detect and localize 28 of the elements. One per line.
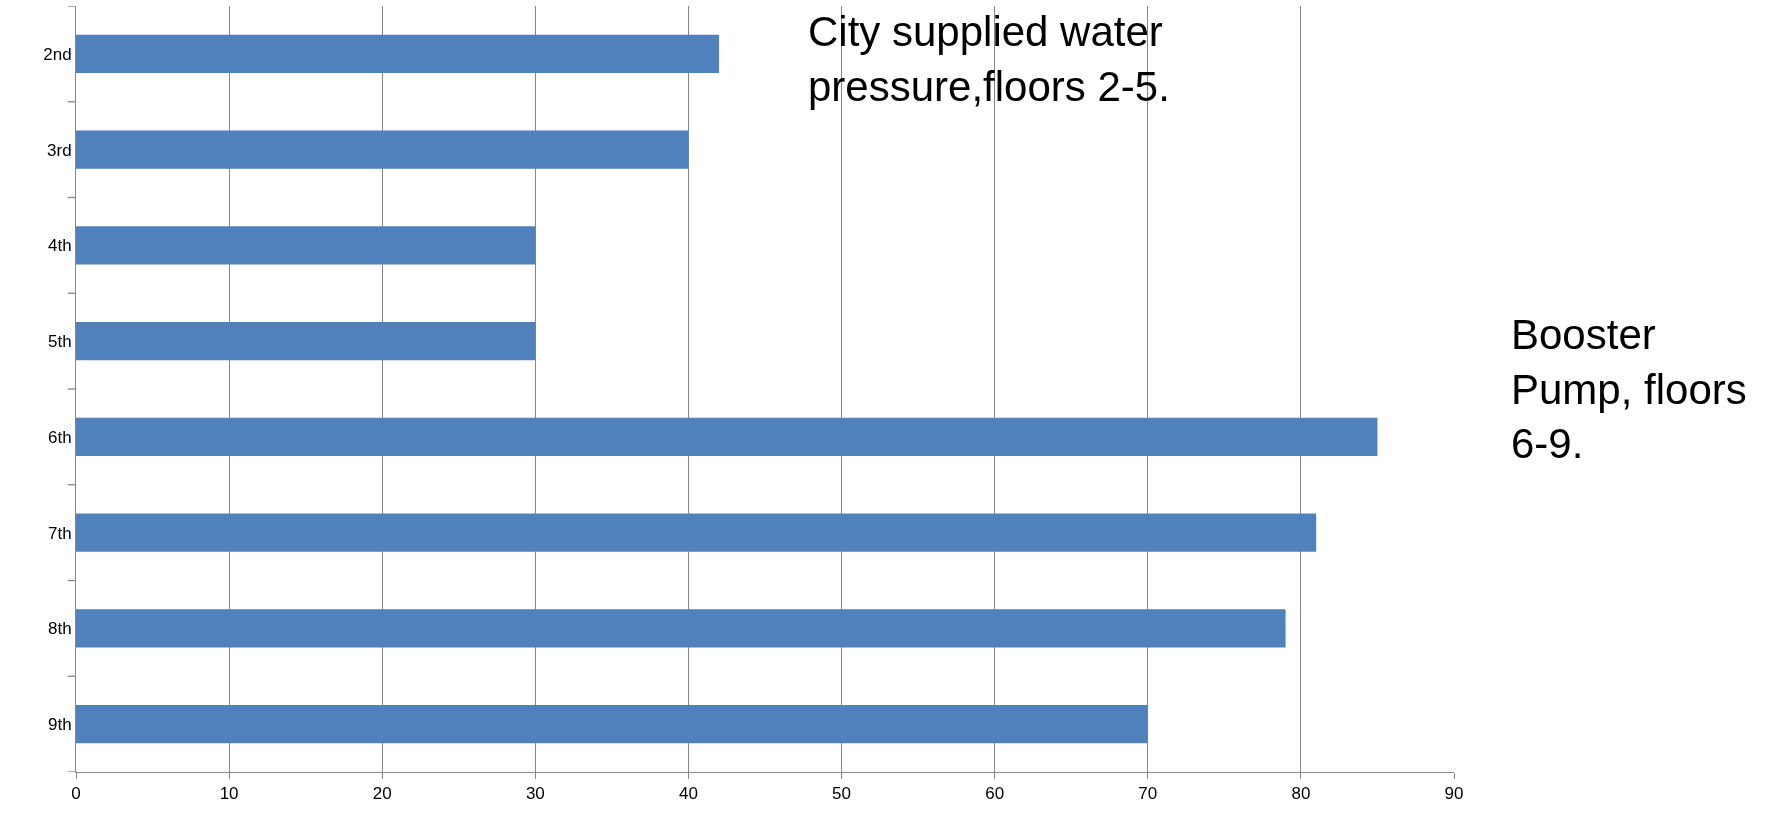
- y-tick-label: 3rd: [47, 140, 72, 160]
- bar: [76, 130, 689, 169]
- y-tick-label: 4th: [47, 236, 72, 256]
- y-tick-label: 9th: [47, 715, 72, 735]
- text: Booster Pump, floors 6-9.: [1511, 311, 1747, 468]
- y-tick-label: 7th: [47, 523, 72, 543]
- x-tick-label: 80: [1291, 784, 1311, 804]
- y-tick-label: 6th: [47, 427, 72, 447]
- bar: [76, 321, 536, 361]
- x-tick-label: 10: [219, 784, 239, 804]
- y-tick-label: 2nd: [43, 44, 72, 64]
- bar: [76, 609, 1286, 648]
- x-tick-label: 30: [525, 784, 545, 804]
- bar: [76, 513, 1317, 552]
- y-tick-label: 8th: [47, 619, 72, 639]
- x-tick-label: 20: [372, 784, 392, 804]
- x-tick-label: 60: [985, 784, 1005, 804]
- annotation: City supplied water pressure,floors 2-5.: [808, 8, 1170, 110]
- x-tick-label: 40: [678, 784, 698, 804]
- x-tick-label: 0: [71, 784, 81, 804]
- x-tick-label: 90: [1444, 784, 1464, 804]
- bar: [76, 226, 536, 265]
- bar: [76, 704, 1148, 744]
- bar: [76, 417, 1378, 457]
- y-tick-label: 5th: [47, 332, 72, 352]
- x-tick-label: 50: [832, 784, 852, 804]
- bar: [76, 34, 720, 74]
- x-tick-label: 70: [1138, 784, 1158, 804]
